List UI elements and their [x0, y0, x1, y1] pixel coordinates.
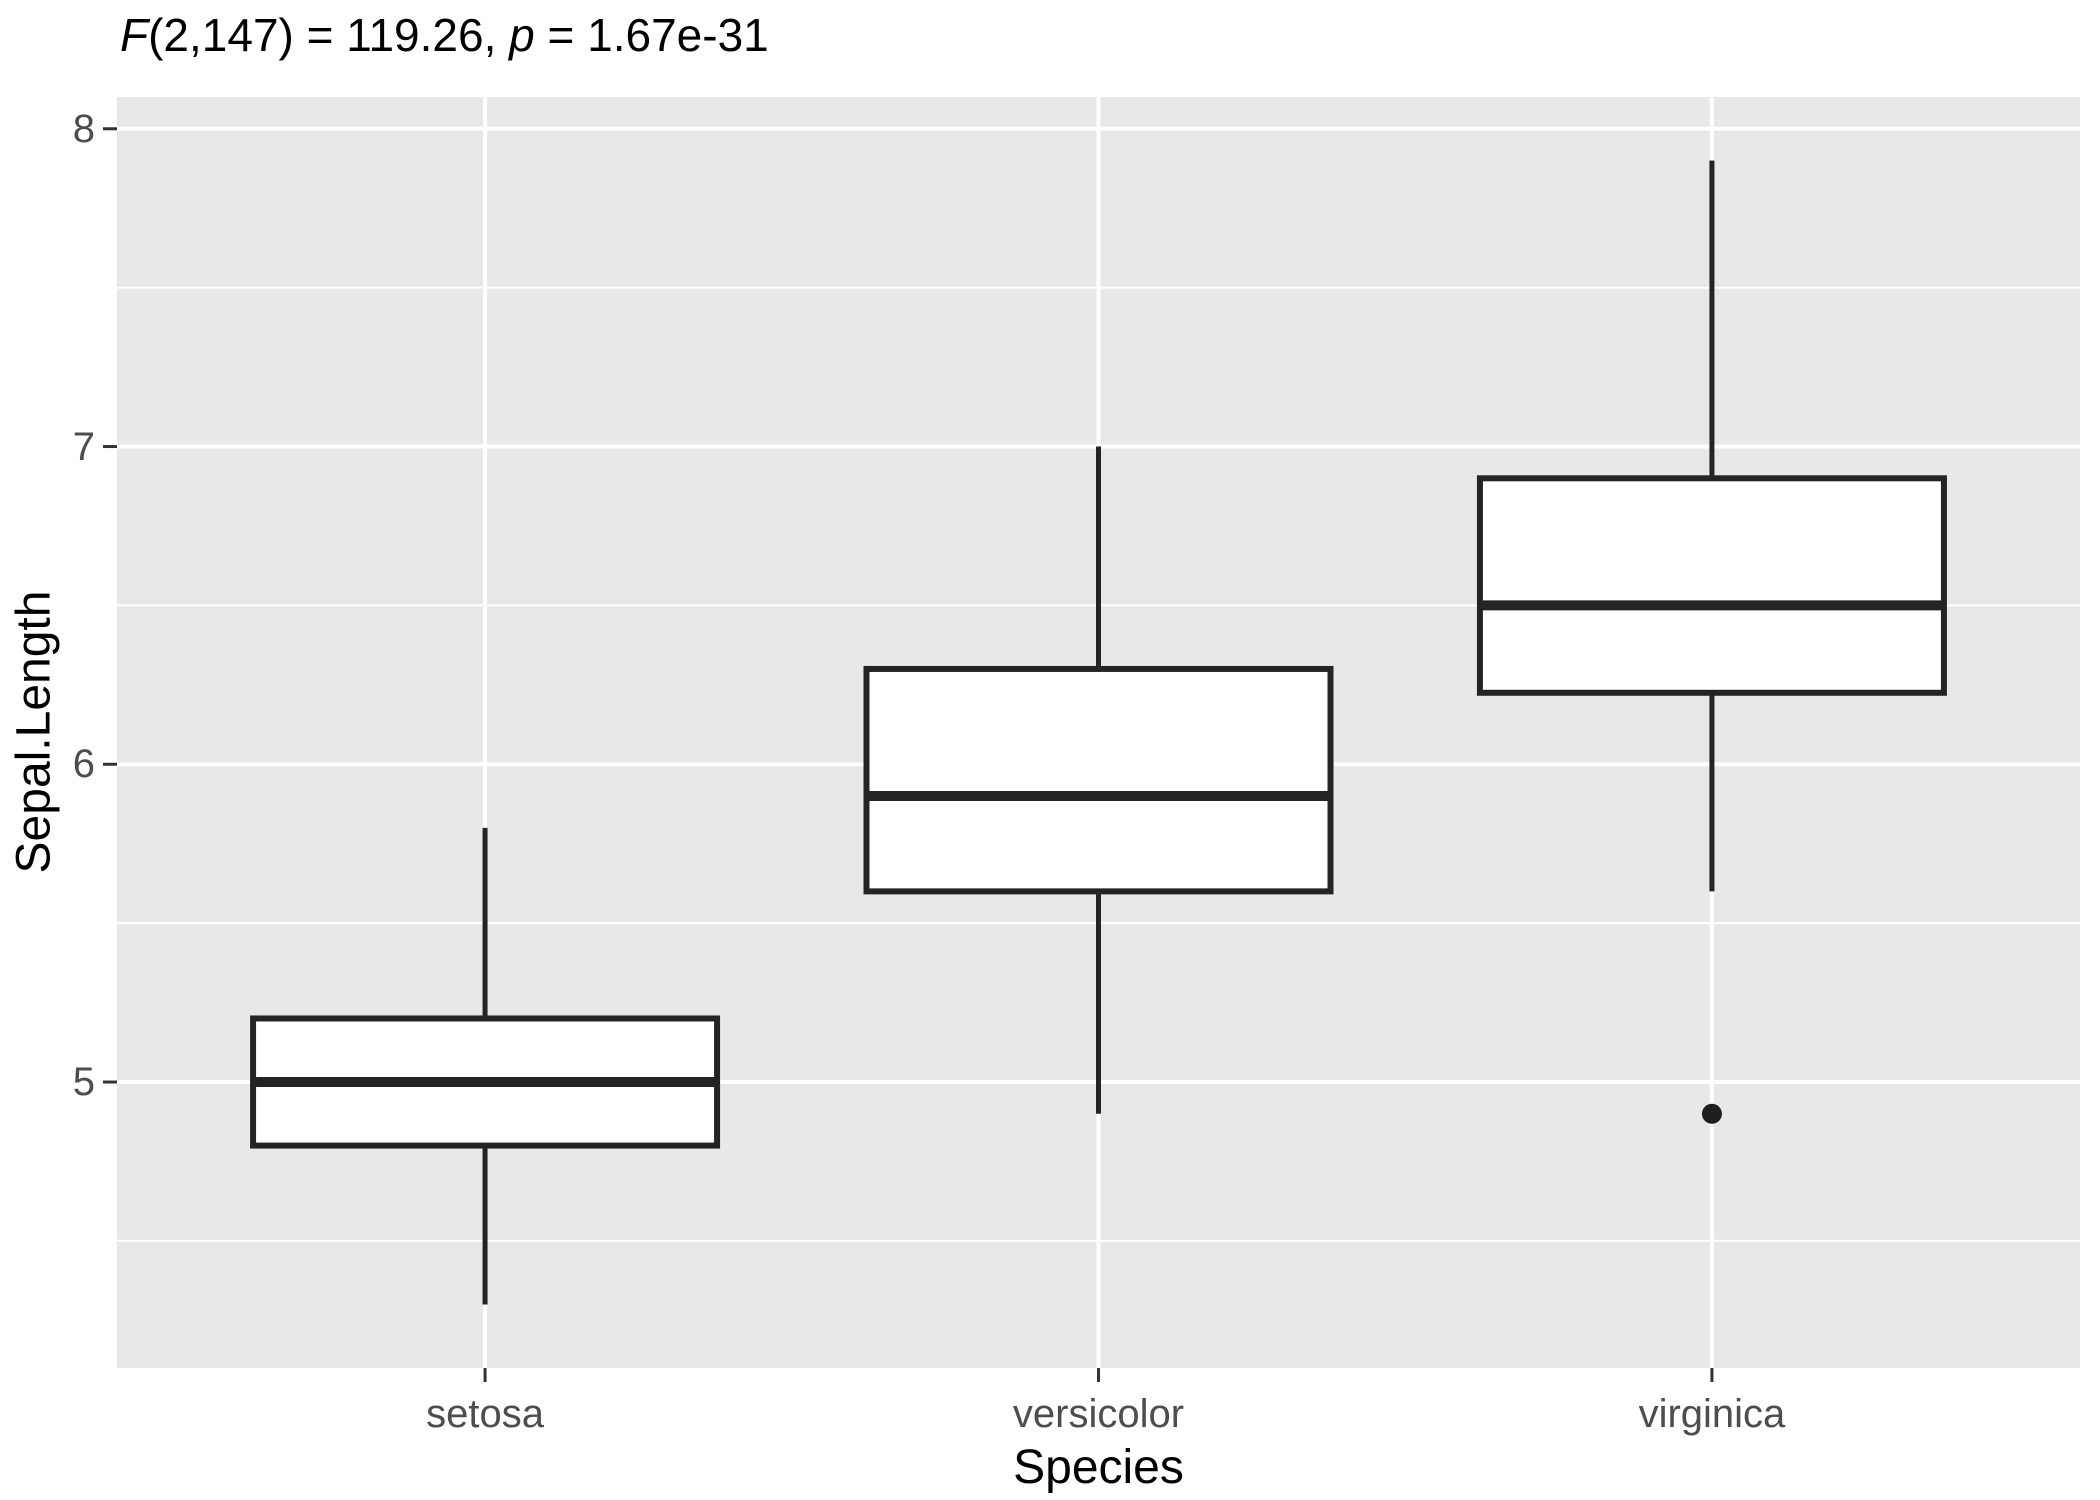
- stats-title-segment: (2,147) = 119.26,: [148, 9, 510, 61]
- x-tick-label-versicolor: versicolor: [1012, 1392, 1185, 1436]
- stats-title-segment: F: [120, 9, 149, 61]
- outlier-point-virginica: [1701, 1103, 1722, 1124]
- x-tick-label-setosa: setosa: [426, 1392, 544, 1436]
- y-tick-label-8: 8: [72, 106, 95, 151]
- y-axis-title: Sepal.Length: [7, 590, 61, 874]
- y-tick-label-6: 6: [72, 742, 95, 787]
- stats-title-segment: = 1.67e-31: [534, 9, 769, 61]
- box-virginica: [1476, 475, 1947, 696]
- y-tick-label-5: 5: [72, 1060, 95, 1105]
- stats-title-segment: p: [509, 9, 535, 61]
- y-tick-label-7: 7: [72, 424, 95, 469]
- stats-title: F(2,147) = 119.26, p = 1.67e-31: [120, 8, 769, 62]
- box-versicolor: [863, 665, 1334, 895]
- x-axis-title: Species: [1013, 1441, 1184, 1494]
- x-tick-label-virginica: virginica: [1638, 1392, 1786, 1436]
